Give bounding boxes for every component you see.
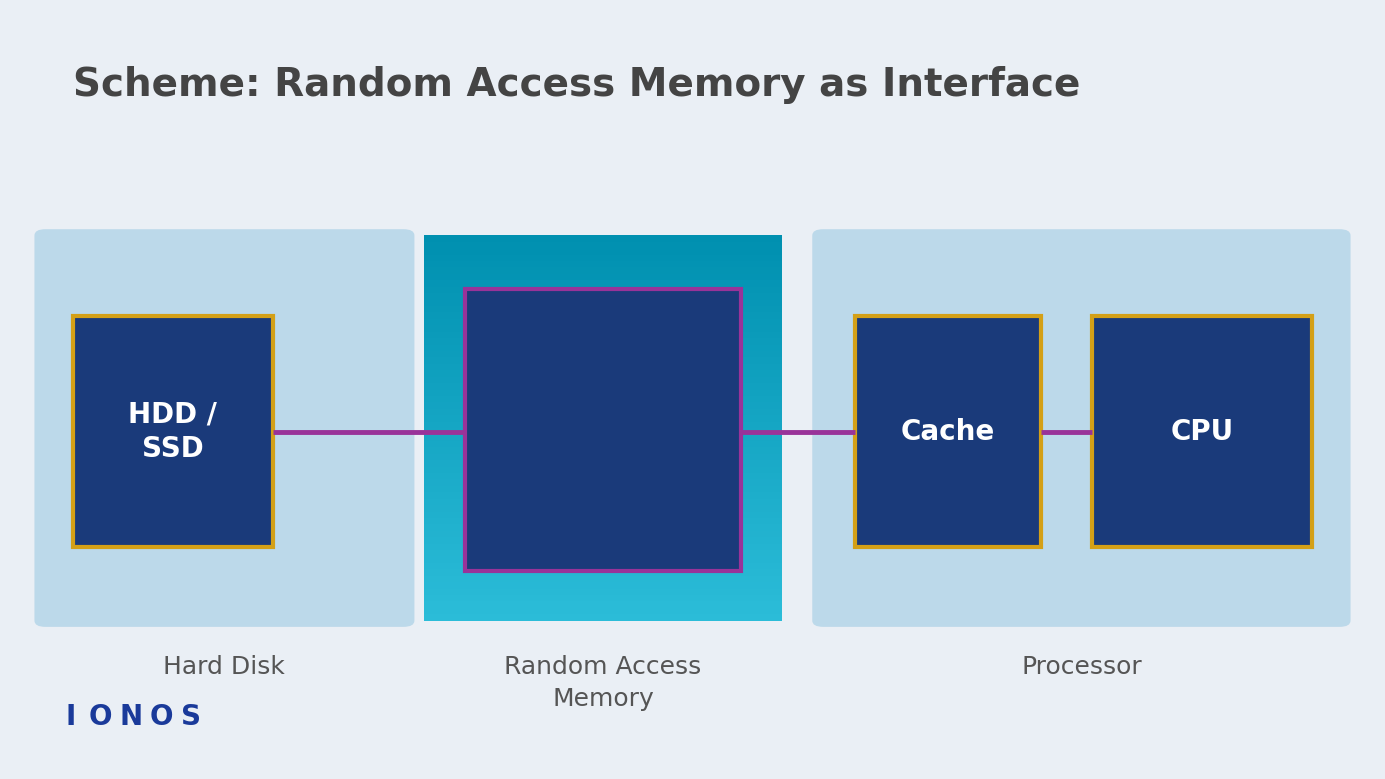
Bar xyxy=(424,273,783,280)
Bar xyxy=(424,318,783,326)
Bar xyxy=(424,337,783,344)
Bar xyxy=(424,555,783,563)
Text: Processor: Processor xyxy=(1021,655,1141,679)
Text: Random Access
Memory: Random Access Memory xyxy=(504,655,702,711)
FancyBboxPatch shape xyxy=(465,289,741,570)
Bar xyxy=(424,401,783,409)
Bar xyxy=(424,434,783,441)
Bar xyxy=(424,581,783,589)
Bar xyxy=(424,517,783,524)
Text: N: N xyxy=(119,703,143,731)
Bar xyxy=(424,523,783,530)
Text: O: O xyxy=(89,703,112,731)
Text: Cache: Cache xyxy=(900,418,994,446)
Bar xyxy=(424,460,783,467)
Bar xyxy=(424,248,783,255)
Bar xyxy=(424,511,783,518)
Bar xyxy=(424,382,783,390)
Text: S: S xyxy=(181,703,201,731)
Bar xyxy=(424,260,783,267)
Bar xyxy=(424,537,783,544)
Text: CPU: CPU xyxy=(1170,418,1234,446)
Bar xyxy=(424,504,783,512)
Bar xyxy=(424,305,783,312)
Bar xyxy=(424,312,783,319)
Bar xyxy=(424,427,783,435)
Bar xyxy=(424,280,783,287)
Bar xyxy=(424,363,783,370)
Bar xyxy=(424,588,783,595)
Bar xyxy=(424,351,783,358)
Bar xyxy=(424,325,783,332)
Bar xyxy=(424,241,783,249)
Bar xyxy=(424,485,783,492)
Bar xyxy=(424,414,783,421)
Bar xyxy=(424,446,783,453)
Bar xyxy=(424,492,783,499)
Bar xyxy=(424,594,783,601)
Bar xyxy=(424,344,783,351)
Text: I: I xyxy=(65,703,75,731)
Bar xyxy=(424,357,783,364)
Bar xyxy=(424,254,783,261)
Bar xyxy=(424,549,783,556)
FancyBboxPatch shape xyxy=(812,229,1350,627)
Bar xyxy=(424,389,783,396)
FancyBboxPatch shape xyxy=(1091,316,1312,548)
FancyBboxPatch shape xyxy=(855,316,1040,548)
FancyBboxPatch shape xyxy=(73,316,273,548)
Bar xyxy=(424,614,783,621)
Bar xyxy=(424,543,783,550)
Bar xyxy=(424,234,783,241)
Text: Hard Disk: Hard Disk xyxy=(163,655,285,679)
Bar xyxy=(424,453,783,460)
Bar xyxy=(424,601,783,608)
Bar xyxy=(424,466,783,473)
Bar xyxy=(424,292,783,300)
Bar xyxy=(424,440,783,447)
Bar xyxy=(424,575,783,582)
FancyBboxPatch shape xyxy=(35,229,414,627)
Bar xyxy=(424,369,783,377)
Bar xyxy=(424,408,783,415)
Bar xyxy=(424,376,783,383)
Bar xyxy=(424,607,783,615)
Text: O: O xyxy=(150,703,173,731)
Bar xyxy=(424,421,783,428)
Text: RAM: RAM xyxy=(561,414,645,446)
Bar xyxy=(424,498,783,505)
Bar xyxy=(424,472,783,479)
Bar xyxy=(424,478,783,486)
Text: HDD /
SSD: HDD / SSD xyxy=(129,400,217,464)
Bar xyxy=(424,530,783,538)
Bar xyxy=(424,299,783,306)
Bar xyxy=(424,395,783,402)
Bar xyxy=(424,266,783,274)
Bar xyxy=(424,569,783,576)
Bar xyxy=(424,562,783,569)
Bar xyxy=(424,286,783,293)
Bar xyxy=(424,331,783,338)
Text: Scheme: Random Access Memory as Interface: Scheme: Random Access Memory as Interfac… xyxy=(73,65,1080,104)
